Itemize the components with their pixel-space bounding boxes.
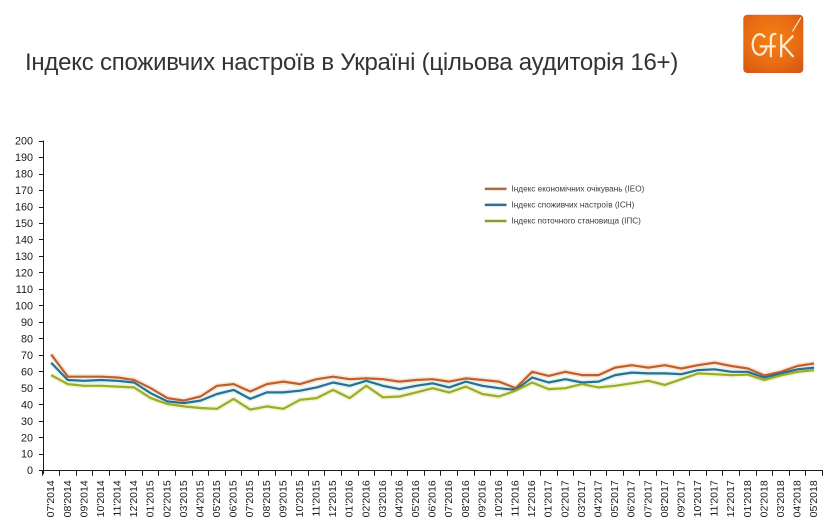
svg-text:80: 80 xyxy=(21,333,33,345)
svg-text:01'2018: 01'2018 xyxy=(742,480,754,517)
svg-text:11'2017: 11'2017 xyxy=(709,480,721,516)
svg-text:120: 120 xyxy=(15,268,33,280)
svg-text:01'2015: 01'2015 xyxy=(145,480,157,517)
svg-text:200: 200 xyxy=(15,136,33,148)
svg-text:130: 130 xyxy=(15,251,33,263)
svg-text:06'2017: 06'2017 xyxy=(626,480,638,517)
svg-text:08'2014: 08'2014 xyxy=(62,480,74,517)
svg-text:11'2016: 11'2016 xyxy=(510,480,522,516)
svg-text:12'2016: 12'2016 xyxy=(526,480,538,517)
svg-text:08'2017: 08'2017 xyxy=(659,480,671,517)
svg-text:07'2015: 07'2015 xyxy=(244,480,256,517)
svg-text:10'2014: 10'2014 xyxy=(95,480,107,517)
svg-text:05'2018: 05'2018 xyxy=(808,480,820,517)
svg-text:01'2017: 01'2017 xyxy=(543,480,555,517)
svg-text:12'2017: 12'2017 xyxy=(725,480,737,517)
svg-text:Індекс поточного становища (І: Індекс поточного становища (ІПС) xyxy=(512,217,642,226)
svg-text:04'2018: 04'2018 xyxy=(792,480,804,517)
svg-text:180: 180 xyxy=(15,169,33,181)
svg-text:05'2015: 05'2015 xyxy=(211,480,223,517)
svg-text:07'2014: 07'2014 xyxy=(45,480,57,517)
svg-text:04'2016: 04'2016 xyxy=(394,480,406,517)
svg-text:05'2017: 05'2017 xyxy=(609,480,621,517)
svg-text:04'2015: 04'2015 xyxy=(195,480,207,517)
svg-text:03'2017: 03'2017 xyxy=(576,480,588,517)
svg-text:140: 140 xyxy=(15,235,33,247)
svg-text:90: 90 xyxy=(21,317,33,329)
svg-text:05'2016: 05'2016 xyxy=(410,480,422,517)
svg-text:Індекс економічних очікувань: Індекс економічних очікувань (ІЕО) xyxy=(512,184,645,193)
svg-text:20: 20 xyxy=(21,432,33,444)
svg-text:09'2016: 09'2016 xyxy=(476,480,488,517)
svg-text:09'2017: 09'2017 xyxy=(675,480,687,517)
svg-text:07'2016: 07'2016 xyxy=(443,480,455,517)
svg-text:03'2015: 03'2015 xyxy=(178,480,190,517)
svg-text:12'2014: 12'2014 xyxy=(128,480,140,517)
svg-text:03'2018: 03'2018 xyxy=(775,480,787,517)
svg-text:10'2015: 10'2015 xyxy=(294,480,306,517)
svg-text:10: 10 xyxy=(21,449,33,461)
svg-text:07'2017: 07'2017 xyxy=(642,480,654,517)
svg-text:100: 100 xyxy=(15,301,33,313)
svg-text:06'2015: 06'2015 xyxy=(228,480,240,517)
svg-text:02'2017: 02'2017 xyxy=(559,480,571,517)
svg-text:190: 190 xyxy=(15,152,33,164)
svg-text:Індекс споживчих настроїв (ІСН: Індекс споживчих настроїв (ІСН) xyxy=(512,200,635,209)
svg-text:11'2014: 11'2014 xyxy=(112,480,124,516)
svg-text:50: 50 xyxy=(21,383,33,395)
svg-text:160: 160 xyxy=(15,202,33,214)
svg-text:02'2016: 02'2016 xyxy=(360,480,372,517)
svg-text:170: 170 xyxy=(15,185,33,197)
svg-text:10'2016: 10'2016 xyxy=(493,480,505,517)
svg-text:10'2017: 10'2017 xyxy=(692,480,704,517)
svg-text:09'2014: 09'2014 xyxy=(78,480,90,517)
svg-text:60: 60 xyxy=(21,366,33,378)
svg-text:02'2018: 02'2018 xyxy=(758,480,770,517)
svg-text:0: 0 xyxy=(27,465,33,477)
svg-text:04'2017: 04'2017 xyxy=(593,480,605,517)
svg-text:12'2015: 12'2015 xyxy=(327,480,339,517)
svg-text:150: 150 xyxy=(15,218,33,230)
svg-text:08'2016: 08'2016 xyxy=(460,480,472,517)
svg-text:06'2016: 06'2016 xyxy=(427,480,439,517)
svg-text:11'2015: 11'2015 xyxy=(311,480,323,516)
svg-text:08'2015: 08'2015 xyxy=(261,480,273,517)
svg-text:01'2016: 01'2016 xyxy=(344,480,356,517)
svg-text:110: 110 xyxy=(16,284,33,296)
svg-text:02'2015: 02'2015 xyxy=(161,480,173,517)
svg-text:40: 40 xyxy=(21,399,33,411)
svg-text:03'2016: 03'2016 xyxy=(377,480,389,517)
svg-text:70: 70 xyxy=(21,350,33,362)
svg-text:09'2015: 09'2015 xyxy=(277,480,289,517)
svg-text:30: 30 xyxy=(21,416,33,428)
